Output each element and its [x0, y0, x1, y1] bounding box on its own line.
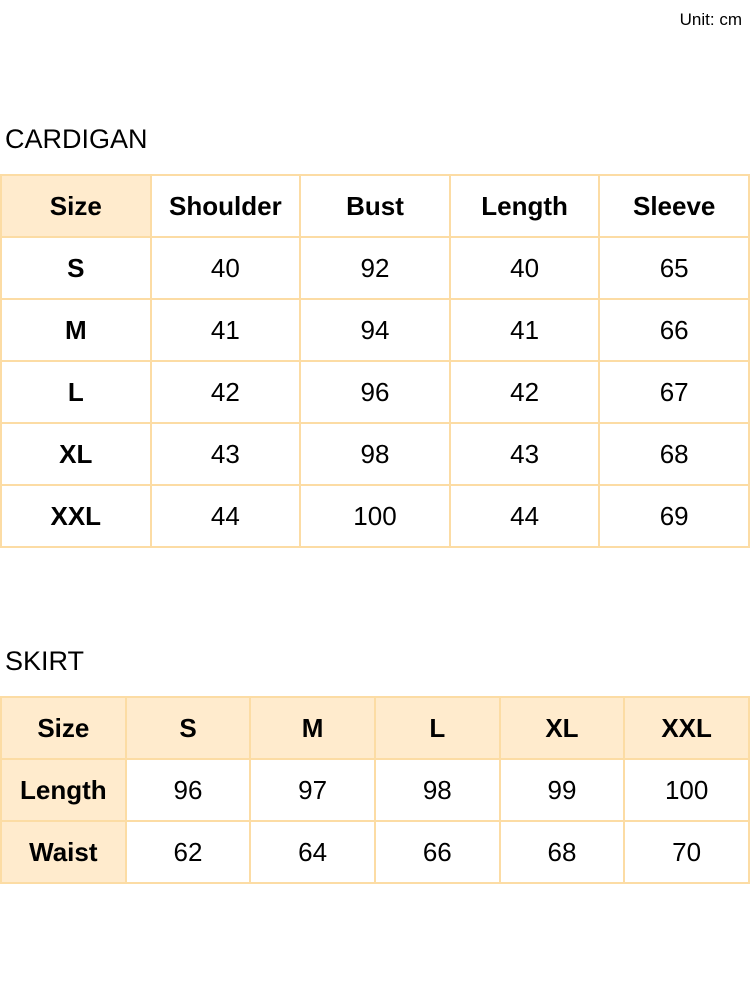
value-cell: 67	[598, 360, 750, 424]
value-cell: 40	[149, 236, 302, 300]
value-cell: 41	[448, 298, 601, 362]
value-cell: 41	[149, 298, 302, 362]
value-cell: 94	[299, 298, 451, 362]
table-row: XXL 44 100 44 69	[0, 484, 750, 548]
value-cell: 64	[249, 820, 376, 884]
header-cell: Length	[448, 174, 601, 238]
value-cell: 98	[299, 422, 451, 486]
row-label-cell: M	[0, 298, 152, 362]
value-cell: 43	[448, 422, 601, 486]
header-cell: Size	[0, 696, 127, 760]
header-cell: XXL	[623, 696, 750, 760]
row-label-cell: Length	[0, 758, 127, 822]
table-row: Waist 62 64 66 68 70	[0, 820, 750, 884]
value-cell: 100	[623, 758, 750, 822]
row-label-cell: XL	[0, 422, 152, 486]
value-cell: 70	[623, 820, 750, 884]
value-cell: 43	[149, 422, 302, 486]
value-cell: 68	[598, 422, 750, 486]
header-row: Size Shoulder Bust Length Sleeve	[0, 174, 750, 238]
value-cell: 44	[149, 484, 302, 548]
value-cell: 97	[249, 758, 376, 822]
value-cell: 99	[498, 758, 626, 822]
value-cell: 44	[448, 484, 601, 548]
value-cell: 66	[598, 298, 750, 362]
row-label-cell: L	[0, 360, 152, 424]
table-row: Length 96 97 98 99 100	[0, 758, 750, 822]
value-cell: 96	[124, 758, 252, 822]
row-label-cell: XXL	[0, 484, 152, 548]
value-cell: 96	[299, 360, 451, 424]
value-cell: 40	[448, 236, 601, 300]
header-cell: M	[249, 696, 376, 760]
table-row: S 40 92 40 65	[0, 236, 750, 300]
header-cell: XL	[498, 696, 626, 760]
header-cell: S	[124, 696, 252, 760]
cardigan-size-table: Size Shoulder Bust Length Sleeve S 40 92 40 65 M 41…	[0, 174, 750, 548]
value-cell: 100	[299, 484, 451, 548]
value-cell: 98	[373, 758, 501, 822]
value-cell: 68	[498, 820, 626, 884]
value-cell: 66	[373, 820, 501, 884]
header-cell: L	[373, 696, 501, 760]
value-cell: 42	[149, 360, 302, 424]
row-label-cell: S	[0, 236, 152, 300]
header-cell: Sleeve	[598, 174, 750, 238]
header-cell: Bust	[299, 174, 451, 238]
value-cell: 69	[598, 484, 750, 548]
unit-label: Unit: cm	[679, 10, 742, 29]
header-row: Size S M L XL XXL	[0, 696, 750, 760]
value-cell: 92	[299, 236, 451, 300]
table-row: M 41 94 41 66	[0, 298, 750, 362]
header-cell: Shoulder	[149, 174, 302, 238]
value-cell: 65	[598, 236, 750, 300]
row-label-cell: Waist	[0, 820, 127, 884]
value-cell: 62	[124, 820, 252, 884]
table-row: XL 43 98 43 68	[0, 422, 750, 486]
cardigan-title: CARDIGAN	[5, 124, 148, 154]
table-row: L 42 96 42 67	[0, 360, 750, 424]
header-cell: Size	[0, 174, 152, 238]
skirt-title: SKIRT	[5, 646, 85, 676]
value-cell: 42	[448, 360, 601, 424]
skirt-size-table: Size S M L XL XXL Length 96 97 98 99 100 Waist 62 64 66…	[0, 696, 750, 884]
